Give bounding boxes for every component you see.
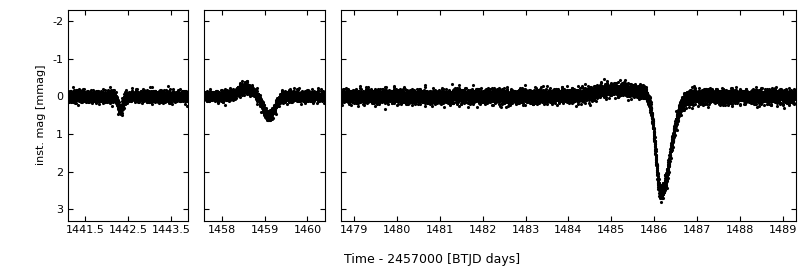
Y-axis label: inst. mag [mmag]: inst. mag [mmag] xyxy=(37,65,46,165)
Text: Time - 2457000 [BTJD days]: Time - 2457000 [BTJD days] xyxy=(344,253,520,266)
